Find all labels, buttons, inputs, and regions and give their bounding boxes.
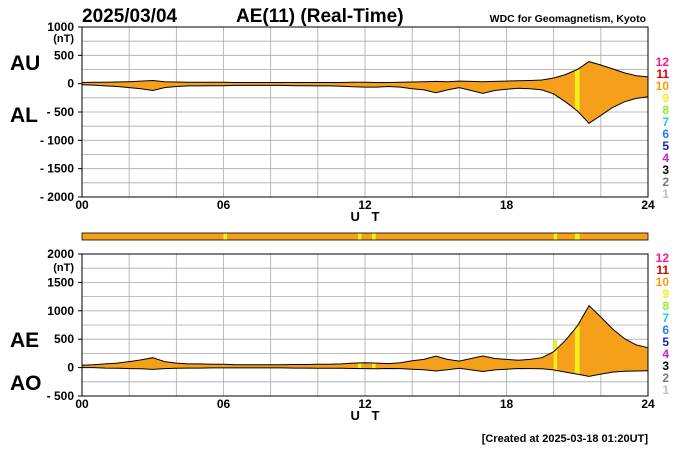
au-al-unit: (nT) — [53, 33, 74, 45]
au-al-ytick-label: 0 — [67, 77, 74, 91]
au-al-filled-area — [82, 61, 648, 124]
ae-ao-highlight — [357, 362, 362, 369]
ae-ao-xtick-label: 18 — [500, 397, 514, 411]
station-count-12: 12 — [656, 55, 670, 69]
au-al-ytick-label: - 500 — [47, 105, 75, 119]
station-count-3: 3 — [662, 359, 669, 373]
ao-label: AO — [10, 372, 42, 395]
ae-ao-areas — [82, 305, 648, 377]
ae-ao-ytick-label: - 500 — [47, 389, 75, 403]
au-al-xtick-label: 12 — [358, 198, 372, 212]
series-ao-line — [82, 367, 649, 377]
ae-ao-highlight — [372, 363, 376, 369]
ae-ao-lines — [81, 304, 649, 377]
au-al-xtick-label: 24 — [641, 198, 655, 212]
series-ae-line — [81, 304, 649, 366]
plot-date: 2025/03/04 — [82, 6, 178, 27]
au-al-areas — [82, 61, 648, 124]
au-al-ytick-label: - 1000 — [40, 133, 74, 147]
ae-ao-y-ticks: 2000 1500 1000 500 0 - 500 — [47, 247, 82, 403]
station-count-4: 4 — [662, 151, 669, 165]
au-al-ytick-label: 500 — [54, 48, 74, 62]
ae-label: AE — [10, 329, 39, 352]
ae-ao-xtick-label: 12 — [358, 397, 372, 411]
coverage-strip-highlight — [372, 233, 376, 240]
au-al-grid — [82, 27, 648, 197]
ae-ao-ytick-label: 0 — [67, 361, 74, 375]
au-al-lines — [81, 61, 649, 124]
plot-title: AE(11) (Real-Time) — [236, 6, 404, 27]
au-al-x-ticks: 00 06 12 18 24 — [75, 198, 655, 212]
station-count-8: 8 — [662, 299, 669, 313]
station-count-6: 6 — [662, 127, 669, 141]
ae-ao-filled-area — [82, 305, 648, 377]
ae-ao-highlight — [574, 326, 580, 375]
station-count-9: 9 — [662, 91, 669, 105]
coverage-strip-highlight — [574, 233, 580, 240]
station-count-2: 2 — [662, 175, 669, 189]
ae-ao-frame — [81, 253, 649, 397]
ae-ao-ytick-label: 1000 — [47, 304, 74, 318]
ae-ao-xlabel: U T — [351, 408, 384, 423]
coverage-strip-highlight — [357, 233, 362, 240]
station-count-11: 11 — [656, 67, 669, 81]
au-al-ytick-label: 1000 — [47, 20, 74, 34]
au-label: AU — [10, 52, 40, 75]
station-count-12: 12 — [656, 251, 670, 265]
station-count-6: 6 — [662, 323, 669, 337]
series-au-line — [81, 61, 649, 83]
coverage-strip-highlight — [553, 233, 558, 240]
series-al-line — [81, 84, 649, 124]
ae-ao-xtick-label: 06 — [217, 397, 231, 411]
au-al-xtick-label: 18 — [500, 198, 514, 212]
al-label: AL — [10, 104, 38, 127]
station-count-1: 1 — [662, 383, 669, 397]
ae-ao-grid — [82, 254, 648, 396]
station-coverage-strip — [81, 232, 649, 241]
au-al-xlabel: U T — [351, 209, 384, 224]
au-al-highlight — [574, 69, 580, 111]
coverage-strip-frame — [81, 232, 649, 241]
station-count-10: 10 — [656, 79, 670, 93]
ae-ao-ytick-label: 500 — [54, 332, 74, 346]
ae-ao-unit: (nT) — [53, 262, 74, 274]
coverage-strip-base — [82, 233, 648, 240]
au-al-highlights — [574, 69, 580, 111]
au-al-y-ticks: 1000 500 0 - 500 - 1000 - 1500 - 2000 — [40, 20, 82, 204]
station-count-10: 10 — [656, 275, 670, 289]
data-source: WDC for Geomagnetism, Kyoto — [490, 13, 646, 25]
created-timestamp: [Created at 2025-03-18 01:20UT] — [482, 433, 649, 445]
ae-ao-xtick-label: 24 — [641, 397, 655, 411]
ae-ao-ytick-label: 1500 — [47, 275, 74, 289]
ae-ao-ytick-label: 2000 — [47, 247, 74, 261]
au-al-ytick-label: - 1500 — [40, 162, 74, 176]
station-count-8: 8 — [662, 103, 669, 117]
au-al-xtick-label: 00 — [75, 198, 89, 212]
station-count-7: 7 — [662, 115, 669, 129]
station-count-1: 1 — [662, 187, 669, 201]
station-count-4: 4 — [662, 347, 669, 361]
station-count-7: 7 — [662, 311, 669, 325]
ae-ao-highlight — [553, 340, 558, 373]
station-count-5: 5 — [662, 139, 669, 153]
station-count-5: 5 — [662, 335, 669, 349]
ae-ao-xtick-label: 00 — [75, 397, 89, 411]
au-al-ytick-label: - 2000 — [40, 190, 74, 204]
station-count-11: 11 — [656, 263, 669, 277]
station-count-2: 2 — [662, 371, 669, 385]
station-count-9: 9 — [662, 287, 669, 301]
ae-ao-x-ticks: 00 06 12 18 24 — [75, 397, 655, 411]
station-count-3: 3 — [662, 163, 669, 177]
ae-ao-highlights — [357, 326, 580, 375]
au-al-xtick-label: 06 — [217, 198, 231, 212]
coverage-strip-highlight — [223, 233, 228, 240]
